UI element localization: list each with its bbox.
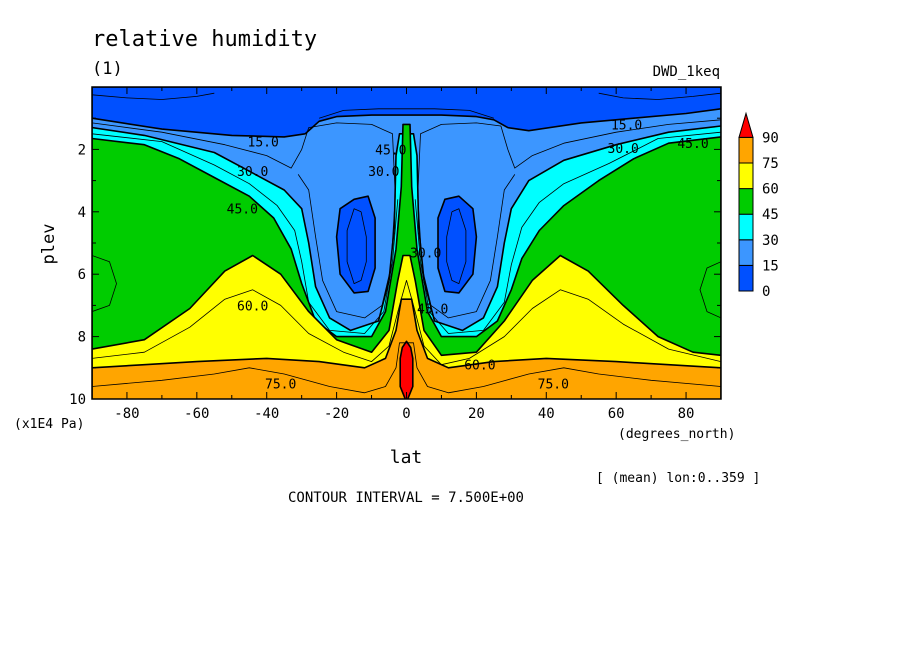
colorbar-label: 0 [762, 284, 770, 300]
chart-subtitle: (1) [92, 59, 123, 79]
contour-line-7-5-top-east [598, 92, 721, 100]
averaging-note: [ (mean) lon:0..359 ] [596, 471, 760, 486]
contour-label: 60.0 [464, 359, 495, 374]
contour-label: 45.0 [677, 137, 708, 152]
contour-line-37-5 [92, 133, 399, 334]
contour-interval-note: CONTOUR INTERVAL = 7.500E+00 [288, 490, 524, 506]
contour-line-67-5 [92, 280, 721, 366]
x-tick-label: -20 [324, 406, 349, 422]
contour-line-7-5-top [92, 92, 215, 100]
y-tick-label: 10 [69, 392, 86, 408]
y-axis-label: plev [39, 224, 59, 265]
contour-label: 15.0 [611, 118, 642, 133]
band-15-30-east-hole [437, 195, 478, 294]
colorbar-label: 60 [762, 182, 779, 198]
colorbar-box [738, 239, 754, 266]
contour-labels: 15.0 15.0 30.0 30.0 45.0 45.0 45.0 30.0 30.0 45.0… [227, 118, 709, 392]
contour-label: 30.0 [368, 165, 399, 180]
contour-line-37-5-east [414, 131, 721, 334]
y-tick-label: 4 [78, 205, 86, 221]
contour-label: 75.0 [265, 377, 296, 392]
y-axis: 2 4 6 8 10 [69, 117, 721, 408]
contour-label: 30.0 [237, 165, 268, 180]
contour-label: 75.0 [538, 377, 569, 392]
colorbar-box [738, 213, 754, 241]
colorbar-label: 30 [762, 233, 779, 249]
x-axis-units: (degrees_north) [618, 427, 735, 442]
contour-line-7-5-upper [318, 108, 495, 119]
x-tick-label: -40 [254, 406, 279, 422]
contour-label: 30.0 [608, 142, 639, 157]
contour-line-52-5-east [699, 261, 721, 319]
colorbar-box [738, 136, 754, 164]
contour-label: 15.0 [248, 136, 279, 151]
contour-line-7-5-west-core [346, 208, 367, 284]
band-90-plus [399, 340, 414, 399]
x-axis: -80 -60 -40 -20 0 20 40 60 80 [91, 87, 722, 422]
colorbar-label: 45 [762, 207, 779, 223]
colorbar-box [738, 264, 754, 292]
x-tick-label: 40 [538, 406, 555, 422]
colorbar-box [738, 162, 754, 190]
y-tick-label: 2 [78, 142, 86, 158]
contour-line-22-5-east [417, 119, 721, 319]
band-15-30-west-hole [335, 195, 376, 294]
contour-line-7-5-east-core [446, 208, 467, 284]
colorbar-label: 15 [762, 258, 779, 274]
colorbar: 0 15 30 45 60 75 90 [738, 111, 779, 300]
x-tick-label: 60 [608, 406, 625, 422]
x-tick-label: -80 [114, 406, 139, 422]
y-tick-label: 8 [78, 330, 86, 346]
x-tick-label: 20 [468, 406, 485, 422]
contour-line-22-5 [92, 122, 396, 319]
chart-title: relative humidity [92, 27, 317, 52]
contour-label: 45.0 [375, 143, 406, 158]
contour-label: 45.0 [227, 203, 258, 218]
x-tick-label: 80 [678, 406, 695, 422]
contour-line-82-5 [92, 342, 721, 394]
contour-line-52-5 [92, 255, 117, 312]
colorbar-label: 75 [762, 156, 779, 172]
contour-field [92, 87, 721, 399]
contour-label: 45.0 [417, 303, 448, 318]
x-tick-label: 0 [402, 406, 410, 422]
contour-label: 30.0 [410, 246, 441, 261]
x-tick-label: -60 [184, 406, 209, 422]
colorbar-extend-arrow [738, 111, 754, 138]
contour-label: 60.0 [237, 299, 268, 314]
y-axis-units: (x1E4 Pa) [14, 417, 84, 432]
y-tick-label: 6 [78, 267, 86, 283]
colorbar-box [738, 188, 754, 215]
x-axis-label: lat [390, 447, 423, 468]
dataset-label: DWD_1keq [653, 64, 720, 80]
colorbar-label: 90 [762, 130, 779, 146]
